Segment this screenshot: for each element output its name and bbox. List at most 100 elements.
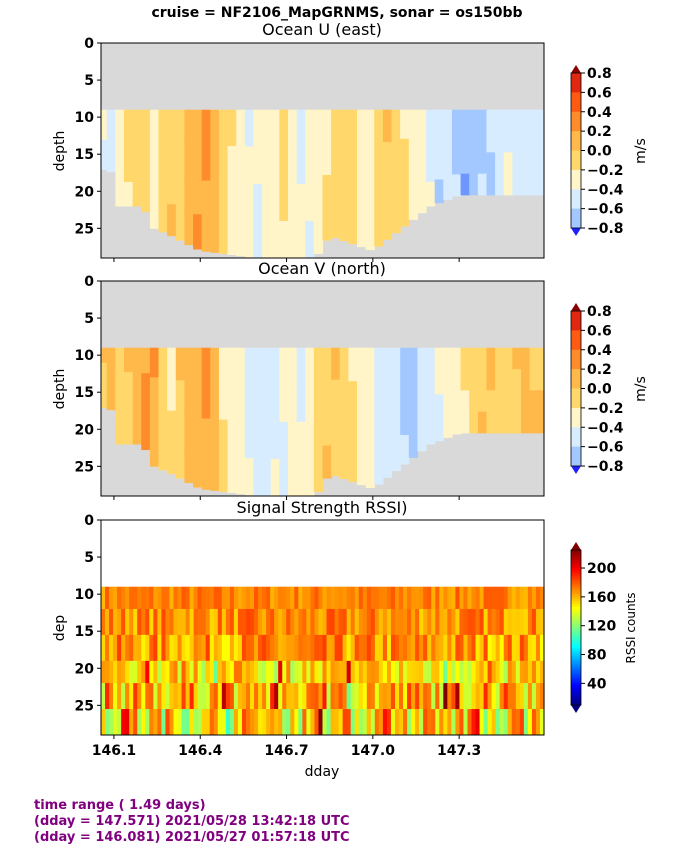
- panel-ocean-v-title: Ocean V (north): [258, 259, 386, 278]
- velocity-cell: [210, 216, 220, 253]
- velocity-cell: [236, 182, 246, 220]
- velocity-cell: [434, 109, 444, 134]
- rssi-cell: [439, 683, 444, 710]
- colorbar-tick-label: 0.8: [587, 304, 612, 320]
- figure-suptitle: cruise = NF2106_MapGRNMS, sonar = os150b…: [151, 5, 522, 21]
- rssi-cell: [394, 709, 400, 736]
- rssi-cell: [145, 683, 150, 710]
- rssi-cell: [342, 608, 348, 636]
- rssi-cell: [205, 608, 211, 636]
- rssi-cell: [125, 608, 130, 636]
- velocity-cell: [460, 347, 470, 370]
- rssi-cell: [209, 683, 215, 710]
- rssi-cell: [499, 660, 505, 684]
- colorbar-band: [571, 557, 581, 561]
- rssi-cell: [535, 660, 541, 684]
- velocity-cell: [132, 182, 142, 207]
- velocity-cell: [348, 143, 358, 178]
- velocity-cell: [218, 419, 229, 456]
- rssi-cell: [374, 634, 380, 662]
- colorbar-band: [571, 369, 581, 389]
- rssi-cell: [443, 709, 448, 736]
- panel-rssi-title: Signal Strength RSSI): [237, 498, 408, 517]
- rssi-cell: [531, 709, 537, 736]
- velocity-cell: [486, 369, 496, 391]
- rssi-cell: [153, 586, 158, 610]
- rssi-cell: [258, 608, 263, 636]
- velocity-cell: [391, 440, 401, 472]
- rssi-cell: [306, 608, 312, 636]
- rssi-cell: [290, 586, 295, 610]
- velocity-cell: [348, 176, 358, 211]
- rssi-cell: [121, 608, 126, 636]
- velocity-cell: [262, 384, 272, 423]
- colorbar-tick-label: 0.6: [587, 323, 612, 339]
- rssi-cell: [475, 608, 481, 636]
- velocity-cell: [512, 390, 522, 413]
- velocity-cell: [313, 217, 324, 254]
- velocity-cell: [495, 109, 505, 132]
- rssi-cell: [439, 608, 444, 636]
- rssi-cell: [314, 709, 320, 736]
- velocity-cell: [520, 173, 531, 196]
- velocity-cell: [365, 109, 375, 146]
- velocity-cell: [443, 177, 453, 200]
- velocity-cell: [193, 347, 203, 383]
- colorbar-band: [571, 570, 581, 574]
- rssi-cell: [270, 660, 275, 684]
- velocity-cell: [426, 347, 436, 373]
- rssi-cell: [217, 608, 223, 636]
- velocity-cell: [236, 457, 246, 495]
- velocity-cell: [149, 347, 160, 378]
- velocity-cell: [460, 131, 470, 153]
- rssi-cell: [399, 634, 404, 662]
- rssi-cell: [350, 608, 356, 636]
- y-tick-label: 20: [75, 661, 95, 677]
- velocity-cell: [296, 183, 306, 222]
- rssi-cell: [431, 586, 436, 610]
- rssi-cell: [459, 709, 465, 736]
- rssi-cell: [173, 608, 179, 636]
- velocity-cell: [443, 347, 453, 371]
- rssi-cell: [137, 586, 142, 610]
- rssi-cell: [177, 660, 183, 684]
- rssi-cell: [338, 660, 344, 684]
- rssi-cell: [511, 586, 517, 610]
- rssi-cell: [350, 586, 356, 610]
- colorbar-band: [571, 637, 581, 642]
- rssi-cell: [459, 586, 465, 610]
- rssi-cell: [266, 634, 271, 662]
- velocity-cell: [141, 347, 151, 374]
- rssi-cell: [342, 660, 348, 684]
- rssi-cell: [507, 586, 513, 610]
- velocity-cell: [417, 135, 427, 162]
- velocity-cell: [244, 421, 255, 459]
- rssi-cell: [286, 586, 291, 610]
- rssi-cell: [419, 608, 424, 636]
- rssi-cell: [423, 586, 428, 610]
- y-tick-label: 10: [75, 110, 95, 126]
- rssi-cell: [511, 660, 517, 684]
- velocity-cell: [236, 347, 246, 385]
- velocity-cell: [426, 133, 436, 159]
- rssi-cell: [157, 660, 163, 684]
- rssi-cell: [205, 660, 211, 684]
- colorbar-band: [571, 681, 581, 685]
- rssi-cell: [415, 683, 420, 710]
- rssi-cell: [334, 683, 340, 710]
- velocity-cell: [434, 179, 444, 204]
- rssi-cell: [137, 608, 142, 636]
- rssi-cell: [217, 660, 223, 684]
- rssi-cell: [483, 709, 489, 736]
- velocity-cell: [313, 455, 324, 492]
- rssi-cell: [399, 709, 404, 736]
- rssi-cell: [101, 660, 106, 684]
- rssi-cell: [403, 709, 408, 736]
- rssi-cell: [237, 683, 243, 710]
- velocity-cell: [408, 109, 419, 138]
- rssi-cell: [527, 634, 533, 662]
- rssi-cell: [113, 608, 118, 636]
- rssi-cell: [165, 586, 171, 610]
